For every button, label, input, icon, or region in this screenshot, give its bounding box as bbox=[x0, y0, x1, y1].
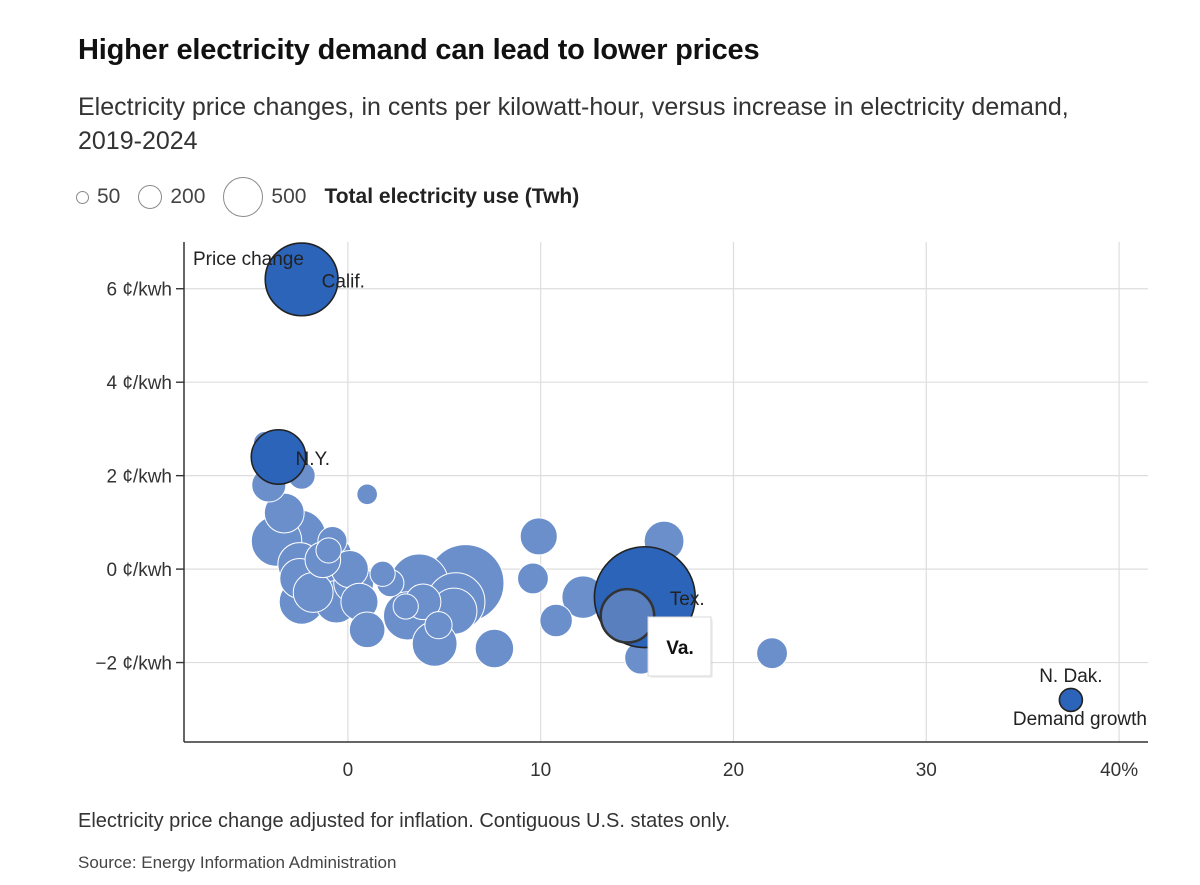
tooltip-label-va: Va. bbox=[666, 638, 693, 659]
data-point bbox=[356, 483, 378, 506]
y-tick-label: −2 ¢/kwh bbox=[95, 654, 172, 675]
y-axis-label: Price change bbox=[193, 249, 304, 270]
legend-title: Total electricity use (Twh) bbox=[324, 185, 580, 208]
legend-label-small: 50 bbox=[97, 185, 121, 208]
point-labels: Calif. N.Y. Tex. Va. N. Dak. bbox=[295, 271, 1102, 687]
point-label-n-dak: N. Dak. bbox=[1039, 666, 1102, 687]
data-point bbox=[392, 593, 419, 620]
point-label-tex: Tex. bbox=[670, 589, 705, 610]
x-tick-label: 20 bbox=[723, 760, 744, 781]
legend-item-small: 50 bbox=[76, 185, 120, 209]
y-tick-label: 0 ¢/kwh bbox=[107, 560, 172, 581]
data-points bbox=[250, 242, 1084, 713]
tick-labels: 0 10 20 30 40% 6 ¢/kwh 4 ¢/kwh 2 ¢/kwh 0 ¢/kwh −2… bbox=[95, 280, 1138, 781]
axes bbox=[176, 242, 1148, 743]
source-line: Source: Energy Information Administratio… bbox=[78, 853, 397, 872]
x-axis-label: Demand growth bbox=[1013, 709, 1147, 730]
data-point-n-y bbox=[250, 428, 307, 485]
legend-circle-large bbox=[223, 177, 264, 217]
data-point bbox=[756, 637, 788, 670]
data-point-n-dak bbox=[1058, 687, 1084, 713]
y-tick-label: 4 ¢/kwh bbox=[107, 373, 172, 394]
chart-subtitle: Electricity price changes, in cents per … bbox=[78, 93, 1069, 155]
data-point bbox=[539, 603, 573, 638]
footnote: Electricity price change adjusted for in… bbox=[78, 810, 731, 832]
point-label-calif: Calif. bbox=[322, 271, 365, 292]
data-point-va bbox=[599, 587, 656, 644]
y-tick-label: 2 ¢/kwh bbox=[107, 467, 172, 488]
x-tick-label: 40% bbox=[1100, 760, 1138, 781]
legend-label-large: 500 bbox=[271, 185, 307, 208]
y-tick-label: 6 ¢/kwh bbox=[107, 280, 172, 301]
data-point bbox=[315, 537, 342, 564]
data-point bbox=[348, 611, 386, 649]
size-legend: 50 200 500 Total electricity use (Twh) bbox=[76, 176, 579, 218]
scatter-chart: 0 10 20 30 40% 6 ¢/kwh 4 ¢/kwh 2 ¢/kwh 0 ¢/kwh −2… bbox=[95, 242, 1148, 781]
data-point-calif bbox=[264, 242, 339, 317]
data-point bbox=[369, 560, 396, 587]
legend-label-medium: 200 bbox=[170, 185, 206, 208]
point-label-n-y: N.Y. bbox=[295, 449, 330, 470]
data-point bbox=[292, 572, 334, 613]
legend-item-medium: 200 bbox=[138, 185, 205, 209]
data-point bbox=[517, 562, 549, 595]
data-point bbox=[474, 628, 515, 669]
legend-circle-small bbox=[76, 190, 89, 204]
x-tick-label: 30 bbox=[916, 760, 937, 781]
legend-circle-medium bbox=[138, 185, 163, 209]
legend-item-large: 500 bbox=[223, 177, 306, 217]
chart-area: 0 10 20 30 40% 6 ¢/kwh 4 ¢/kwh 2 ¢/kwh 0 ¢/kwh −2… bbox=[0, 225, 1200, 790]
x-tick-label: 0 bbox=[343, 760, 354, 781]
chart-title: Higher electricity demand can lead to lo… bbox=[78, 34, 760, 66]
tooltip-box bbox=[647, 616, 712, 677]
data-point bbox=[424, 611, 453, 640]
data-point bbox=[519, 517, 558, 556]
x-tick-label: 10 bbox=[530, 760, 551, 781]
